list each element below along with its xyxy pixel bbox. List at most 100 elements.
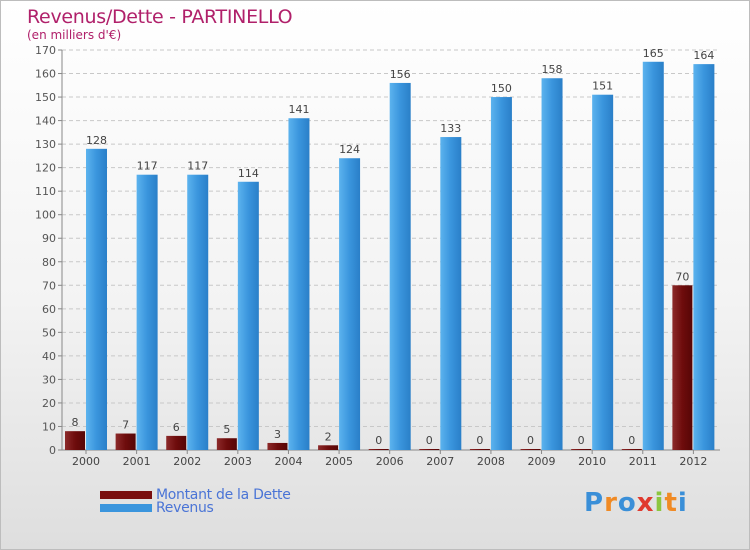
bar-revenus <box>86 148 107 450</box>
legend-swatch-revenus <box>100 504 152 512</box>
logo-letter: i <box>677 488 688 518</box>
data-label-dette: 2 <box>325 430 332 443</box>
legend-item-revenus: Revenus <box>100 500 214 516</box>
data-label-dette: 8 <box>72 416 79 429</box>
bar-dette <box>115 433 136 450</box>
proxiti-logo: Proxiti <box>584 488 688 518</box>
legend-label-revenus: Revenus <box>156 500 214 516</box>
data-label-dette: 7 <box>122 419 129 432</box>
data-label-dette: 70 <box>675 270 689 283</box>
data-label-dette: 0 <box>476 434 483 447</box>
bar-dette <box>469 449 490 450</box>
x-tick-label: 2001 <box>123 455 151 468</box>
bar-dette <box>368 449 389 450</box>
bar-dette <box>571 449 592 450</box>
bar-revenus <box>541 78 563 450</box>
data-label-dette: 6 <box>173 421 180 434</box>
y-tick-label: 120 <box>35 162 56 175</box>
bar-dette <box>621 449 642 450</box>
data-label-revenus: 114 <box>238 167 259 180</box>
x-tick-label: 2010 <box>578 455 606 468</box>
y-tick-label: 30 <box>42 373 56 386</box>
bar-dette <box>318 445 339 450</box>
y-tick-label: 100 <box>35 209 56 222</box>
logo-letter: r <box>604 488 618 518</box>
y-tick-label: 110 <box>35 185 56 198</box>
x-tick-label: 2009 <box>528 455 556 468</box>
bar-dette <box>419 449 440 450</box>
data-label-revenus: 156 <box>390 68 411 81</box>
y-tick-label: 60 <box>42 303 56 316</box>
x-tick-label: 2012 <box>679 455 707 468</box>
data-label-revenus: 141 <box>288 103 309 116</box>
y-tick-label: 40 <box>42 350 56 363</box>
bar-revenus <box>389 82 411 451</box>
y-tick-label: 80 <box>42 256 56 269</box>
x-tick-label: 2004 <box>274 455 302 468</box>
x-tick-label: 2011 <box>629 455 657 468</box>
bar-dette <box>267 442 288 450</box>
bar-revenus <box>693 64 715 450</box>
y-tick-label: 10 <box>42 420 56 433</box>
logo-letter: P <box>584 488 605 518</box>
data-label-revenus: 150 <box>491 82 512 95</box>
bar-revenus <box>288 118 310 450</box>
data-label-revenus: 158 <box>542 63 563 76</box>
data-label-revenus: 164 <box>693 49 714 62</box>
data-label-revenus: 151 <box>592 80 613 93</box>
chart-subtitle: (en milliers d'€) <box>27 28 122 42</box>
y-tick-label: 160 <box>35 68 56 81</box>
logo-letter: i <box>654 488 665 518</box>
legend-swatch-dette <box>100 491 152 499</box>
bar-revenus <box>237 181 259 450</box>
y-tick-label: 140 <box>35 115 56 128</box>
bar-revenus <box>440 137 462 450</box>
y-tick-label: 0 <box>49 444 56 457</box>
x-tick-label: 2003 <box>224 455 252 468</box>
logo-letter: o <box>617 488 637 518</box>
x-tick-label: 2008 <box>477 455 505 468</box>
data-label-dette: 0 <box>426 434 433 447</box>
chart-title: Revenus/Dette - PARTINELLO <box>27 6 293 28</box>
bar-revenus <box>592 94 614 451</box>
y-tick-label: 70 <box>42 279 56 292</box>
logo-letter: t <box>664 488 678 518</box>
data-label-dette: 3 <box>274 428 281 441</box>
x-tick-label: 2005 <box>325 455 353 468</box>
y-tick-label: 50 <box>42 326 56 339</box>
bar-revenus <box>339 158 361 450</box>
bar-revenus <box>187 174 209 451</box>
data-label-revenus: 117 <box>187 160 208 173</box>
bar-dette <box>65 431 85 450</box>
data-label-dette: 5 <box>223 423 230 436</box>
y-tick-label: 170 <box>35 44 56 57</box>
data-label-revenus: 165 <box>643 47 664 60</box>
y-tick-label: 20 <box>42 397 56 410</box>
legend-item-dette: Montant de la Dette <box>100 487 291 503</box>
bar-dette <box>166 435 187 450</box>
y-tick-label: 130 <box>35 138 56 151</box>
logo-letter: x <box>636 488 655 518</box>
x-tick-label: 2000 <box>72 455 100 468</box>
x-tick-label: 2006 <box>376 455 404 468</box>
data-label-revenus: 117 <box>137 160 158 173</box>
data-label-dette: 0 <box>527 434 534 447</box>
data-label-dette: 0 <box>578 434 585 447</box>
bar-dette <box>672 285 693 450</box>
x-tick-label: 2002 <box>173 455 201 468</box>
data-label-dette: 0 <box>375 434 382 447</box>
bar-revenus <box>642 61 664 450</box>
legend-label-dette: Montant de la Dette <box>156 487 291 503</box>
bar-dette <box>520 449 541 450</box>
data-label-revenus: 124 <box>339 143 360 156</box>
bar-dette <box>216 438 237 450</box>
bar-revenus <box>136 174 158 451</box>
x-tick-label: 2007 <box>426 455 454 468</box>
y-tick-label: 150 <box>35 91 56 104</box>
y-tick-label: 90 <box>42 232 56 245</box>
data-label-revenus: 128 <box>86 134 107 147</box>
bar-revenus <box>490 97 512 450</box>
data-label-dette: 0 <box>628 434 635 447</box>
